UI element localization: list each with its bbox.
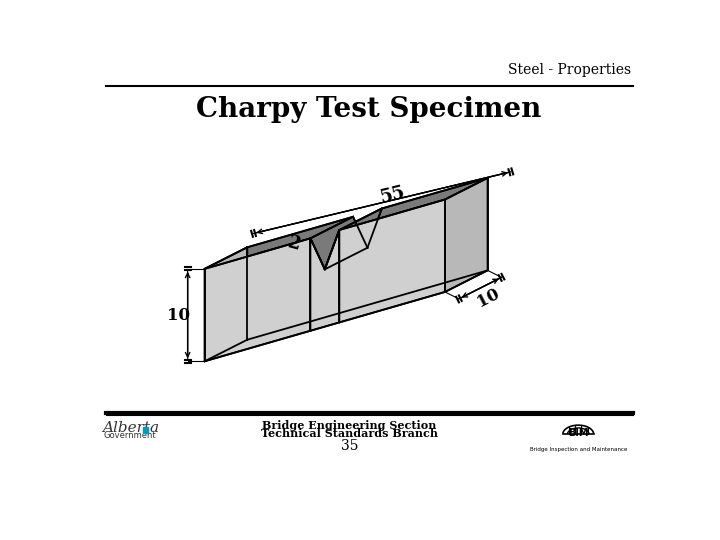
Text: 55: 55 bbox=[379, 183, 408, 207]
Polygon shape bbox=[445, 178, 487, 292]
Text: 10: 10 bbox=[474, 285, 502, 310]
Text: Steel - Properties: Steel - Properties bbox=[508, 63, 631, 77]
Text: Charpy Test Specimen: Charpy Test Specimen bbox=[197, 96, 541, 123]
Text: Technical Standards Branch: Technical Standards Branch bbox=[261, 428, 438, 439]
Polygon shape bbox=[204, 247, 248, 361]
Text: Alberta: Alberta bbox=[102, 421, 159, 435]
Polygon shape bbox=[204, 217, 353, 269]
Text: 2: 2 bbox=[286, 233, 302, 254]
Text: 10: 10 bbox=[167, 307, 190, 323]
Text: 35: 35 bbox=[341, 439, 359, 453]
Polygon shape bbox=[310, 230, 339, 331]
Polygon shape bbox=[339, 200, 445, 322]
Polygon shape bbox=[325, 208, 382, 269]
Bar bbox=[143, 428, 148, 433]
Text: BIM: BIM bbox=[568, 428, 588, 438]
Text: Bridge Inspection and Maintenance: Bridge Inspection and Maintenance bbox=[530, 447, 627, 452]
Polygon shape bbox=[204, 238, 310, 361]
Polygon shape bbox=[339, 178, 487, 230]
Text: Bridge Engineering Section: Bridge Engineering Section bbox=[262, 420, 437, 431]
Polygon shape bbox=[310, 217, 367, 269]
Text: Government: Government bbox=[104, 431, 157, 440]
